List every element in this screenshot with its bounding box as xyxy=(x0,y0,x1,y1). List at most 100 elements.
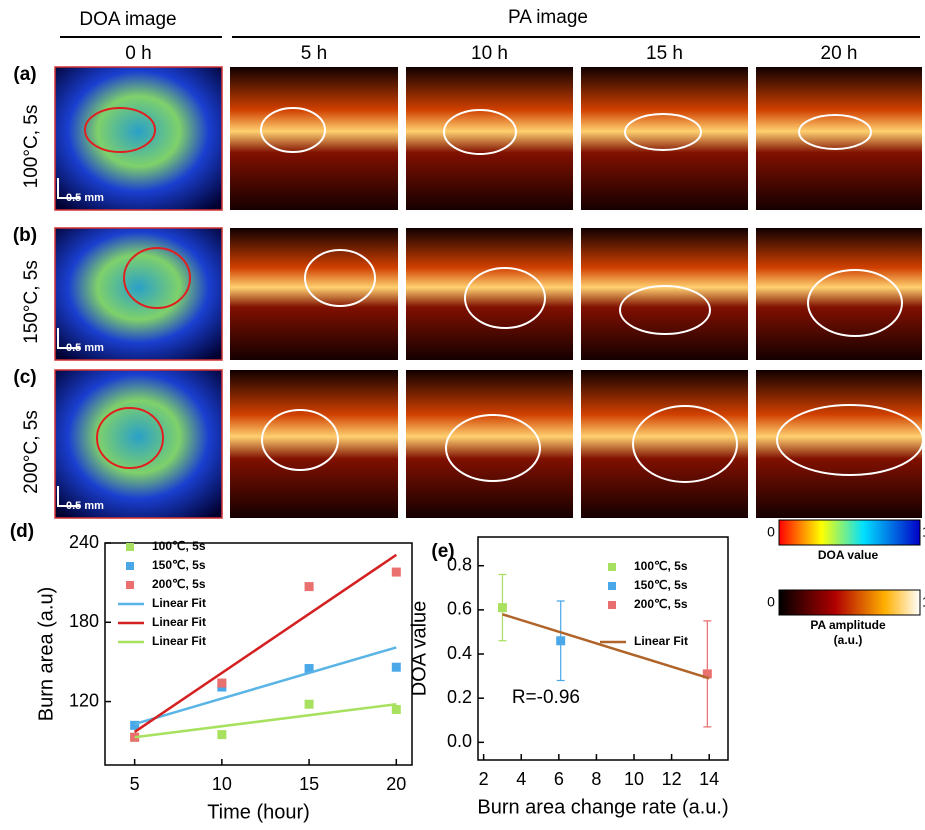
data-point xyxy=(391,705,401,714)
doa-image xyxy=(54,369,223,519)
x-tick-label: 15 xyxy=(299,774,319,794)
data-point xyxy=(130,720,140,730)
row-condition: 100°C, 5s xyxy=(21,105,42,189)
legend-marker xyxy=(608,582,616,590)
x-tick-label: 10 xyxy=(624,769,644,789)
x-tick-label: 8 xyxy=(591,769,601,789)
data-point xyxy=(702,669,712,679)
pa-image xyxy=(406,67,573,210)
pa-image xyxy=(230,370,398,518)
y-tick-label: 0.2 xyxy=(447,687,472,707)
y-tick-label: 0.6 xyxy=(447,599,472,619)
region-outline xyxy=(443,109,517,155)
y-tick-label: 0.4 xyxy=(447,643,472,663)
data-point xyxy=(304,699,314,709)
pa-image xyxy=(756,67,922,210)
legend-label: Linear Fit xyxy=(152,634,206,648)
x-tick-label: 12 xyxy=(662,769,682,789)
region-outline xyxy=(260,107,326,153)
fit-line xyxy=(502,613,710,680)
region-outline xyxy=(123,247,191,309)
colorbar-title: PA amplitude xyxy=(810,618,886,632)
data-point xyxy=(304,664,314,674)
legend-label: 200℃, 5s xyxy=(634,597,688,611)
colorbar-min: 0 xyxy=(767,524,775,540)
region-outline xyxy=(619,285,711,335)
x-tick-label: 4 xyxy=(516,769,526,789)
region-outline xyxy=(304,249,376,307)
colorbar-max: 1 xyxy=(922,524,925,540)
region-outline xyxy=(798,114,872,150)
doa-image xyxy=(54,66,223,211)
colorbar-max: 1 xyxy=(922,594,925,610)
colorbar-title: DOA value xyxy=(818,548,879,562)
legend-marker xyxy=(126,543,134,551)
region-outline xyxy=(807,269,903,337)
y-tick-label: 180 xyxy=(69,611,99,631)
x-axis-title: Burn area change rate (a.u.) xyxy=(477,796,728,818)
colorbar xyxy=(778,589,921,616)
pa-image xyxy=(581,370,748,518)
pa-image xyxy=(230,67,398,210)
region-outline xyxy=(96,407,164,469)
region-outline xyxy=(464,267,546,329)
scale-bar-label: 0.5 mm xyxy=(66,192,104,204)
x-tick-label: 5 xyxy=(130,774,140,794)
pa-image xyxy=(756,370,922,518)
legend-label: Linear Fit xyxy=(152,615,206,629)
column-label: 20 h xyxy=(821,43,858,64)
fit-line xyxy=(134,646,397,726)
data-point xyxy=(391,567,401,577)
scale-bar xyxy=(57,328,80,349)
y-tick-label: 240 xyxy=(69,532,99,552)
row-label: (a) xyxy=(13,64,36,85)
legend-label: 100℃, 5s xyxy=(152,539,206,553)
x-tick-label: 6 xyxy=(554,769,564,789)
header: DOA image xyxy=(79,9,176,30)
axes-frame xyxy=(477,536,729,761)
scale-bar-label: 0.5 mm xyxy=(66,342,104,354)
pa-image xyxy=(756,228,922,360)
legend-label: 200℃, 5s xyxy=(152,577,206,591)
legend-marker xyxy=(126,562,134,570)
panel-label: (e) xyxy=(431,541,454,562)
data-point xyxy=(556,636,566,646)
legend-label: 150℃, 5s xyxy=(152,558,206,572)
row-label: (c) xyxy=(13,367,36,388)
y-tick-label: 0.0 xyxy=(447,731,472,751)
data-point xyxy=(304,582,314,592)
fit-line xyxy=(133,553,398,733)
region-outline xyxy=(632,405,738,483)
data-point xyxy=(217,678,227,688)
pa-image xyxy=(406,370,573,518)
column-label: 5 h xyxy=(301,43,327,64)
y-axis-title: DOA value xyxy=(408,601,430,697)
legend-label: Linear Fit xyxy=(634,634,688,648)
fit-line xyxy=(134,702,397,739)
legend-label: Linear Fit xyxy=(152,596,206,610)
y-tick-label: 0.8 xyxy=(447,554,472,574)
y-axis-title: Burn area (a.u) xyxy=(35,587,57,722)
data-point xyxy=(497,603,507,613)
scale-bar-label: 0.5 mm xyxy=(66,500,104,512)
region-outline xyxy=(261,409,339,471)
row-condition: 150°C, 5s xyxy=(21,260,42,344)
pa-image xyxy=(406,228,573,360)
region-outline xyxy=(624,113,702,151)
x-tick-label: 20 xyxy=(386,774,406,794)
legend-marker xyxy=(608,563,616,571)
legend-marker xyxy=(608,601,616,609)
region-outline xyxy=(776,404,924,476)
pa-image xyxy=(230,228,398,360)
pa-image xyxy=(581,228,748,360)
data-point xyxy=(217,730,227,740)
doa-image xyxy=(54,227,223,361)
legend-label: 150℃, 5s xyxy=(634,578,688,592)
row-label: (b) xyxy=(13,225,37,246)
colorbar-title: (a.u.) xyxy=(834,633,863,647)
x-tick-label: 2 xyxy=(479,769,489,789)
y-tick-label: 120 xyxy=(69,690,99,710)
data-point xyxy=(391,662,401,672)
row-condition: 200°C, 5s xyxy=(21,410,42,494)
